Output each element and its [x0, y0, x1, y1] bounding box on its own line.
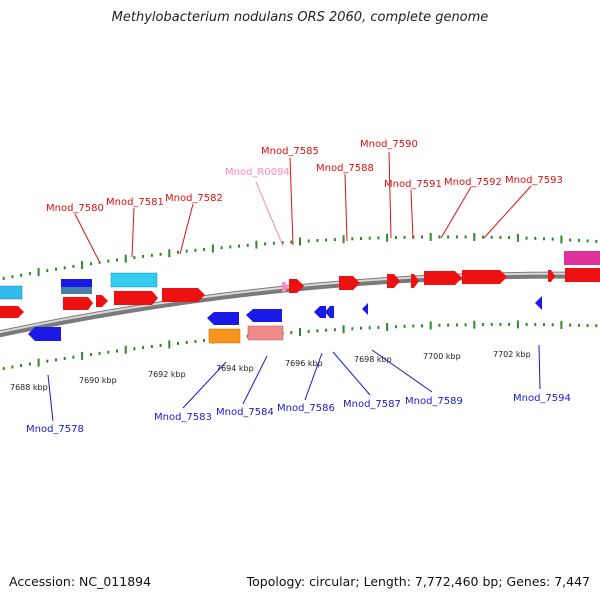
gene-label-mnod-7578[interactable]: Mnod_7578 — [26, 424, 84, 435]
gene-arrow[interactable] — [28, 327, 61, 341]
gene-label-mnod-7585[interactable]: Mnod_7585 — [261, 146, 319, 157]
label-leaders-bottom — [47, 344, 541, 422]
gene-arrow[interactable] — [246, 309, 282, 322]
topology-text: Topology: circular; Length: 7,772,460 bp… — [246, 574, 590, 589]
forward-strand-genes — [0, 268, 600, 318]
scale-label: 7698 kbp — [354, 355, 392, 364]
gene-label-mnod-7593[interactable]: Mnod_7593 — [505, 175, 563, 186]
gene-arrow[interactable] — [207, 312, 239, 325]
gene-label-mnod-7591[interactable]: Mnod_7591 — [384, 179, 442, 190]
gene-arrow[interactable] — [535, 296, 542, 310]
gene-arrow[interactable] — [114, 291, 158, 305]
gene-feature[interactable] — [0, 285, 23, 300]
scale-label: 7702 kbp — [493, 350, 531, 359]
gene-arrow[interactable] — [424, 271, 462, 285]
gene-label-mnod-7592[interactable]: Mnod_7592 — [444, 177, 502, 188]
gene-feature[interactable] — [61, 287, 92, 294]
gene-arrow[interactable] — [289, 279, 304, 293]
gene-label-mnod-7588[interactable]: Mnod_7588 — [316, 163, 374, 174]
gene-labels-bottom: Mnod_7578 Mnod_7583 Mnod_7584 Mnod_7586 … — [26, 393, 571, 435]
gene-label-mnod-7594[interactable]: Mnod_7594 — [513, 393, 571, 404]
gene-arrow[interactable] — [339, 276, 360, 290]
gene-arrow[interactable] — [548, 270, 555, 282]
scale-labels: 7688 kbp 7690 kbp 7692 kbp 7694 kbp 7696… — [10, 350, 531, 392]
gene-arrow[interactable] — [314, 306, 326, 318]
gene-label-mnod-r0094[interactable]: Mnod_R0094 — [225, 167, 290, 178]
gene-label-mnod-7584[interactable]: Mnod_7584 — [216, 407, 274, 418]
gene-label-mnod-7586[interactable]: Mnod_7586 — [277, 403, 335, 414]
gene-arrow[interactable] — [162, 288, 205, 302]
genome-title: Methylobacterium nodulans ORS 2060, comp… — [111, 10, 489, 25]
gene-arrow[interactable] — [462, 270, 507, 284]
reverse-track-inner — [208, 325, 284, 344]
gene-feature[interactable] — [564, 251, 600, 265]
gene-labels-top: Mnod_7580 Mnod_7581 Mnod_7582 Mnod_R0094… — [46, 139, 563, 214]
gene-arrow[interactable] — [63, 297, 93, 310]
gene-arrow[interactable] — [565, 268, 600, 282]
scale-label: 7694 kbp — [216, 364, 254, 373]
gene-label-mnod-7582[interactable]: Mnod_7582 — [165, 193, 223, 204]
gene-arrow[interactable] — [0, 306, 24, 318]
scale-label: 7688 kbp — [10, 383, 48, 392]
scale-label: 7690 kbp — [79, 376, 117, 385]
reverse-strand-genes — [28, 296, 542, 341]
scale-label: 7700 kbp — [423, 352, 461, 361]
gene-feature[interactable] — [247, 325, 284, 341]
gene-feature[interactable] — [208, 328, 241, 344]
gene-arrow[interactable] — [362, 303, 368, 315]
accession-text: Accession: NC_011894 — [9, 574, 152, 589]
gene-arrow-rna[interactable] — [282, 282, 288, 292]
gene-feature[interactable] — [61, 279, 92, 287]
gene-feature[interactable] — [110, 272, 158, 288]
tick-marks-outer — [2, 232, 598, 280]
gene-arrow[interactable] — [387, 274, 400, 288]
forward-track-outer — [0, 251, 600, 300]
scale-label: 7692 kbp — [148, 370, 186, 379]
gene-arrow[interactable] — [325, 306, 334, 318]
scale-label: 7696 kbp — [285, 359, 323, 368]
gene-label-mnod-7581[interactable]: Mnod_7581 — [106, 197, 164, 208]
gene-arrow[interactable] — [411, 274, 419, 288]
label-leaders-top — [74, 151, 532, 262]
gene-label-mnod-7580[interactable]: Mnod_7580 — [46, 203, 104, 214]
gene-arrow[interactable] — [96, 295, 108, 307]
gene-label-mnod-7587[interactable]: Mnod_7587 — [343, 399, 401, 410]
gene-label-mnod-7590[interactable]: Mnod_7590 — [360, 139, 418, 150]
gene-label-mnod-7589[interactable]: Mnod_7589 — [405, 396, 463, 407]
gene-label-mnod-7583[interactable]: Mnod_7583 — [154, 412, 212, 423]
